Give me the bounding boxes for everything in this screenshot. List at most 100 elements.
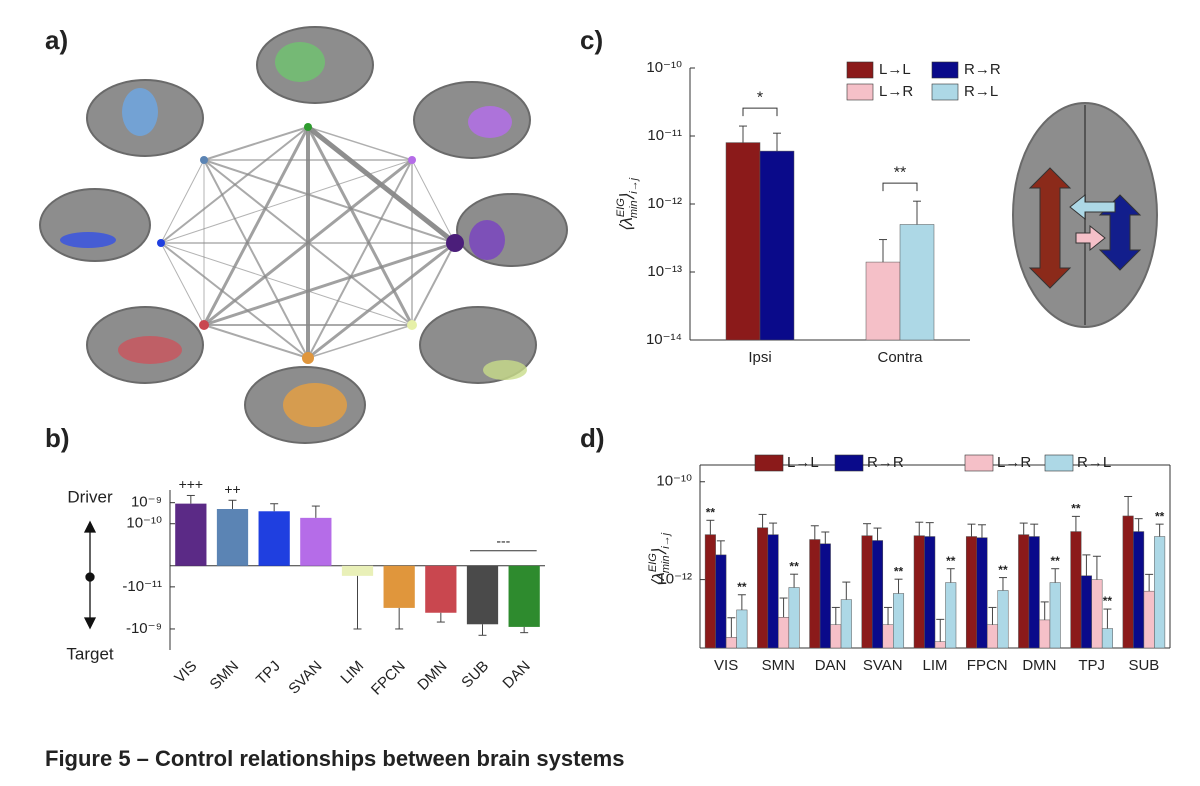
y-axis-label-part: ⟩ <box>617 193 636 200</box>
bar <box>1133 531 1145 649</box>
bar <box>1049 582 1061 649</box>
network-node <box>304 123 312 131</box>
bar <box>976 537 988 649</box>
network-edge <box>203 159 456 244</box>
x-tick-label: LIM <box>337 658 367 688</box>
bar <box>861 535 873 649</box>
significance-bracket <box>742 107 778 117</box>
network-edge <box>306 125 414 327</box>
bar <box>830 624 842 649</box>
network-edge <box>202 241 457 327</box>
x-tick-label: DAN <box>815 657 847 674</box>
legend-label: R→L <box>1077 454 1111 471</box>
bar <box>819 543 831 649</box>
driver-target-arrow <box>83 520 97 630</box>
bar <box>965 536 977 649</box>
y-axis-label: ⟨λEIGmin⟩i→j <box>615 177 640 232</box>
y-tick-label: 10⁻¹² <box>647 195 682 212</box>
y-tick-label: 10⁻⁹ <box>131 494 162 511</box>
y-tick-label: 10⁻¹⁴ <box>646 331 682 348</box>
network-edge <box>307 324 413 359</box>
significance-label: ** <box>1071 502 1081 516</box>
y-axis-label-part: min <box>660 555 672 573</box>
bar <box>704 534 716 649</box>
network-edge <box>160 242 413 326</box>
bar <box>759 150 795 341</box>
bar <box>1143 590 1155 649</box>
bar <box>893 593 905 649</box>
legend-label: R→R <box>964 61 1001 78</box>
network-edge <box>411 159 456 244</box>
brain <box>419 306 537 384</box>
x-tick-label: DMN <box>414 658 450 694</box>
x-tick-label: FPCN <box>368 658 409 699</box>
significance-label: ** <box>706 505 716 519</box>
y-axis-label-part: min <box>628 200 640 218</box>
y-axis-label-part: ⟩ <box>649 548 668 555</box>
x-tick-label: SVAN <box>285 658 325 698</box>
x-tick-label: DAN <box>499 658 533 692</box>
brain <box>256 26 374 104</box>
y-tick-label: 10⁻¹² <box>657 571 692 588</box>
panel-label: a) <box>45 25 68 55</box>
figure-caption: Figure 5 – Control relationships between… <box>45 746 624 771</box>
bar <box>341 565 374 576</box>
driver-label: Driver <box>67 487 113 506</box>
bar <box>945 582 957 649</box>
legend-swatch <box>846 83 874 101</box>
bar <box>300 517 332 566</box>
network-panel <box>39 26 568 444</box>
bar <box>1154 536 1166 649</box>
y-tick-label: 10⁻¹¹ <box>647 127 682 144</box>
bar <box>882 624 894 649</box>
network-node <box>446 234 464 252</box>
bar <box>383 565 415 608</box>
bar <box>175 503 207 566</box>
legend-label: R→R <box>867 454 904 471</box>
brain <box>86 306 204 384</box>
x-tick-label: SVAN <box>863 657 903 674</box>
legend-swatch <box>846 61 874 79</box>
y-axis-label-part: EIG <box>615 198 627 217</box>
bar <box>997 590 1009 649</box>
bar <box>725 142 761 341</box>
bar <box>809 539 821 649</box>
x-tick-label: SMN <box>762 657 795 674</box>
legend-swatch <box>1044 454 1074 472</box>
bar <box>872 540 884 649</box>
y-tick-label: -10⁻⁹ <box>126 620 162 637</box>
significance-label: ** <box>1051 554 1061 568</box>
legend-swatch <box>754 454 784 472</box>
network-edge <box>203 324 309 359</box>
bar <box>913 535 925 649</box>
bar <box>767 534 779 649</box>
bar <box>1080 575 1092 649</box>
bar <box>1101 628 1113 649</box>
bar <box>986 624 998 649</box>
network-node <box>157 239 165 247</box>
significance-label: ** <box>946 554 956 568</box>
network-edge <box>160 159 205 244</box>
legend-swatch <box>931 83 959 101</box>
network-node <box>408 156 416 164</box>
network-edge <box>411 242 456 326</box>
network-edge <box>307 126 413 161</box>
significance-label: ** <box>737 580 747 594</box>
legend-swatch <box>834 454 864 472</box>
network-edge <box>160 242 205 326</box>
network-edge <box>203 126 309 161</box>
bar <box>840 599 852 649</box>
y-tick-label: 10⁻¹⁰ <box>126 515 162 532</box>
bar <box>778 617 790 649</box>
bar <box>1070 531 1082 649</box>
bar <box>715 554 727 649</box>
bar <box>865 261 901 341</box>
y-tick-label: 10⁻¹⁰ <box>646 59 682 76</box>
x-tick-label: SUB <box>1128 657 1159 674</box>
panel-label: d) <box>580 423 605 453</box>
bar <box>934 641 946 649</box>
bar <box>466 565 499 625</box>
network-node <box>302 352 314 364</box>
significance-label: --- <box>496 533 510 549</box>
